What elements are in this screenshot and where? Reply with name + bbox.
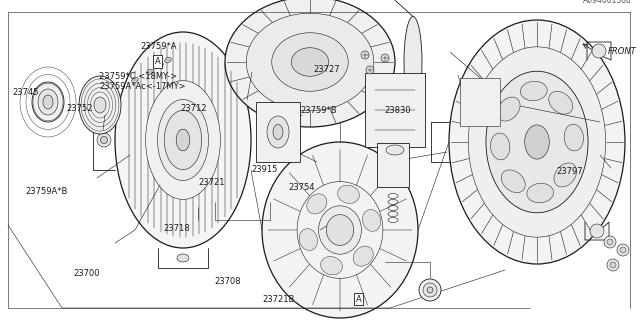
- Ellipse shape: [607, 259, 619, 271]
- Ellipse shape: [590, 224, 604, 238]
- Text: 23797: 23797: [557, 167, 584, 176]
- Text: A: A: [155, 57, 160, 66]
- Text: FRONT: FRONT: [608, 47, 637, 57]
- Ellipse shape: [157, 62, 163, 68]
- Ellipse shape: [338, 185, 359, 204]
- Ellipse shape: [427, 287, 433, 293]
- Ellipse shape: [291, 48, 329, 76]
- Text: 23718: 23718: [163, 224, 190, 233]
- Ellipse shape: [353, 246, 373, 266]
- Ellipse shape: [262, 142, 418, 318]
- Ellipse shape: [386, 145, 404, 155]
- Ellipse shape: [520, 81, 547, 101]
- Ellipse shape: [617, 244, 629, 256]
- Ellipse shape: [564, 124, 584, 151]
- Ellipse shape: [177, 254, 189, 262]
- Ellipse shape: [497, 97, 520, 121]
- Text: 23759A*B: 23759A*B: [26, 188, 68, 196]
- Ellipse shape: [449, 20, 625, 264]
- FancyBboxPatch shape: [377, 143, 409, 187]
- Ellipse shape: [319, 206, 362, 254]
- Text: 23759*C <18MY->: 23759*C <18MY->: [99, 72, 177, 81]
- Ellipse shape: [157, 100, 209, 180]
- Ellipse shape: [525, 125, 549, 159]
- Ellipse shape: [43, 95, 53, 109]
- Ellipse shape: [321, 257, 342, 275]
- Text: 23727: 23727: [314, 65, 340, 74]
- FancyBboxPatch shape: [256, 102, 300, 162]
- Text: A: A: [356, 295, 361, 304]
- Ellipse shape: [94, 97, 106, 113]
- Text: 23712: 23712: [180, 104, 207, 113]
- Ellipse shape: [362, 210, 381, 231]
- Ellipse shape: [604, 236, 616, 248]
- Ellipse shape: [366, 66, 374, 74]
- Ellipse shape: [419, 279, 441, 301]
- Ellipse shape: [267, 116, 289, 148]
- Ellipse shape: [146, 81, 220, 199]
- Ellipse shape: [147, 69, 153, 75]
- Text: 23745: 23745: [13, 88, 39, 97]
- Ellipse shape: [592, 44, 606, 58]
- Ellipse shape: [361, 51, 369, 59]
- Ellipse shape: [554, 163, 577, 187]
- Text: 23708: 23708: [214, 277, 241, 286]
- Ellipse shape: [164, 110, 202, 170]
- Ellipse shape: [273, 124, 283, 140]
- Ellipse shape: [620, 247, 626, 253]
- FancyBboxPatch shape: [460, 78, 500, 126]
- Text: 23915: 23915: [252, 165, 278, 174]
- Ellipse shape: [607, 239, 613, 245]
- Ellipse shape: [610, 262, 616, 268]
- Ellipse shape: [79, 76, 121, 134]
- Ellipse shape: [423, 283, 437, 297]
- Ellipse shape: [486, 71, 588, 213]
- Ellipse shape: [468, 47, 605, 237]
- Ellipse shape: [272, 33, 348, 91]
- Ellipse shape: [32, 82, 64, 122]
- Ellipse shape: [38, 89, 58, 115]
- Ellipse shape: [307, 194, 327, 214]
- FancyBboxPatch shape: [365, 73, 425, 147]
- Text: 23721: 23721: [198, 178, 225, 187]
- Ellipse shape: [548, 92, 573, 114]
- Ellipse shape: [132, 77, 138, 83]
- Ellipse shape: [246, 13, 374, 111]
- Ellipse shape: [115, 32, 251, 248]
- Text: 23752: 23752: [66, 104, 92, 113]
- Text: 23759*A: 23759*A: [141, 42, 177, 51]
- Ellipse shape: [490, 133, 510, 160]
- Ellipse shape: [164, 57, 172, 63]
- Ellipse shape: [326, 215, 354, 245]
- Ellipse shape: [97, 133, 111, 147]
- Ellipse shape: [225, 0, 395, 127]
- Text: 23830: 23830: [384, 106, 411, 115]
- Text: 23754: 23754: [288, 183, 314, 192]
- Ellipse shape: [100, 137, 108, 143]
- Ellipse shape: [501, 170, 525, 193]
- Ellipse shape: [404, 17, 422, 108]
- Text: 23721B: 23721B: [262, 295, 295, 304]
- Ellipse shape: [176, 129, 190, 151]
- Text: 23759A*Ac<-17MY>: 23759A*Ac<-17MY>: [99, 82, 186, 91]
- Ellipse shape: [381, 54, 389, 62]
- Ellipse shape: [300, 229, 317, 251]
- Text: 23759*B: 23759*B: [301, 106, 337, 115]
- Ellipse shape: [527, 183, 554, 203]
- Text: A094001388: A094001388: [583, 0, 632, 5]
- Text: 23700: 23700: [74, 269, 100, 278]
